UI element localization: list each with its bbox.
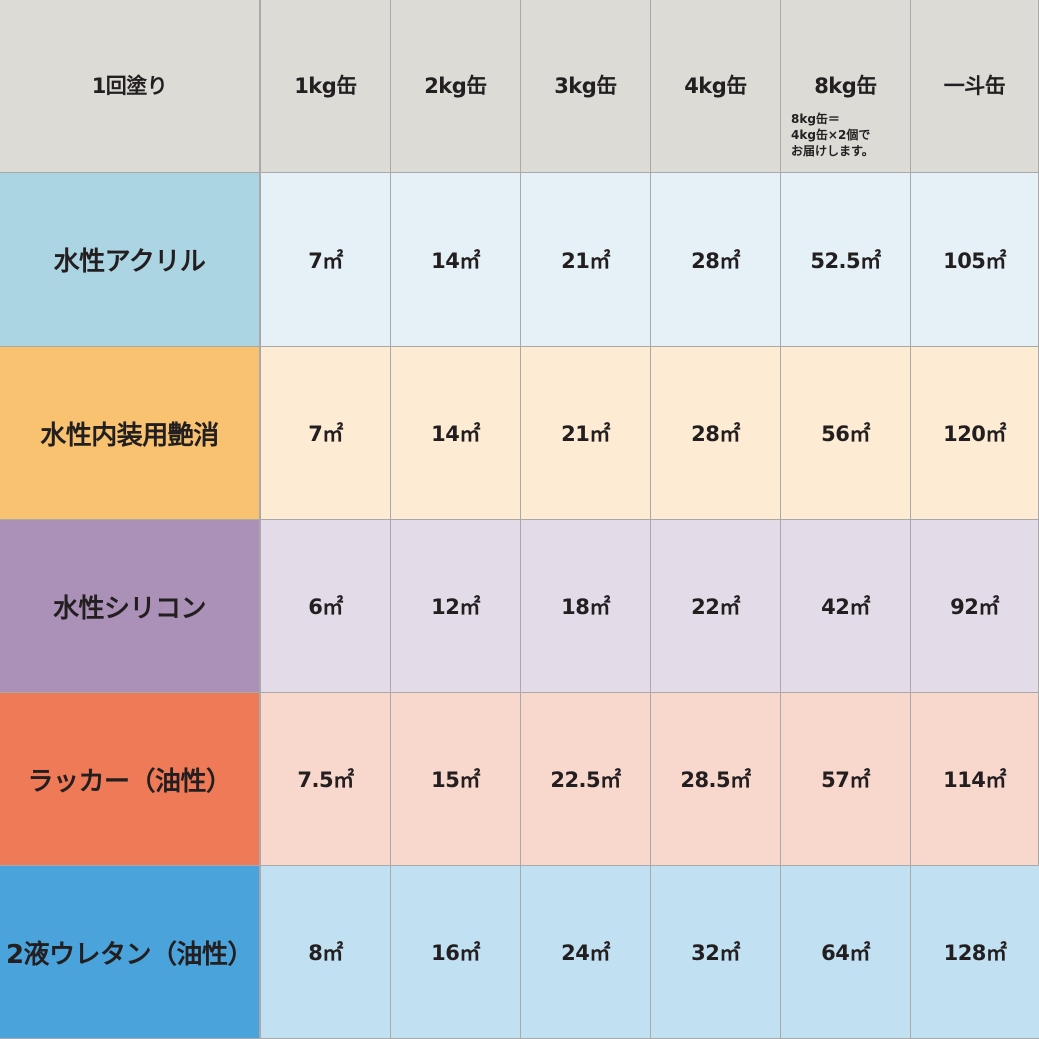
header-corner: 1回塗り bbox=[0, 0, 261, 173]
coverage-cell: 92㎡ bbox=[911, 520, 1039, 693]
coverage-cell: 22㎡ bbox=[651, 520, 781, 693]
coverage-cell: 12㎡ bbox=[391, 520, 521, 693]
header-1kg: 1kg缶 bbox=[261, 0, 391, 173]
coverage-cell: 24㎡ bbox=[521, 866, 651, 1039]
coverage-cell: 28㎡ bbox=[651, 173, 781, 347]
header-3kg: 3kg缶 bbox=[521, 0, 651, 173]
coverage-cell: 7㎡ bbox=[261, 173, 391, 347]
coverage-cell: 105㎡ bbox=[911, 173, 1039, 347]
column-header: 3kg缶 bbox=[554, 74, 617, 98]
row-label: 水性シリコン bbox=[0, 520, 261, 693]
column-header: 1kg缶 bbox=[294, 74, 357, 98]
corner-label: 1回塗り bbox=[91, 74, 168, 98]
header-itto: 一斗缶 bbox=[911, 0, 1039, 173]
row-label: ラッカー（油性） bbox=[0, 693, 261, 866]
coverage-cell: 14㎡ bbox=[391, 347, 521, 520]
coverage-cell: 16㎡ bbox=[391, 866, 521, 1039]
coverage-cell: 7.5㎡ bbox=[261, 693, 391, 866]
coverage-cell: 32㎡ bbox=[651, 866, 781, 1039]
coverage-cell: 128㎡ bbox=[911, 866, 1039, 1039]
row-label: 水性内装用艶消 bbox=[0, 347, 261, 520]
note-line: 8kg缶＝ bbox=[791, 112, 840, 126]
coverage-cell: 52.5㎡ bbox=[781, 173, 911, 347]
row-label: 水性アクリル bbox=[0, 173, 261, 347]
coverage-cell: 18㎡ bbox=[521, 520, 651, 693]
coverage-cell: 21㎡ bbox=[521, 173, 651, 347]
column-header: 一斗缶 bbox=[943, 74, 1006, 98]
coverage-cell: 57㎡ bbox=[781, 693, 911, 866]
coverage-cell: 6㎡ bbox=[261, 520, 391, 693]
column-header: 2kg缶 bbox=[424, 74, 487, 98]
row-label: 2液ウレタン（油性） bbox=[0, 866, 261, 1039]
note-line: お届けします。 bbox=[791, 144, 874, 158]
column-header: 4kg缶 bbox=[684, 74, 747, 98]
coverage-cell: 64㎡ bbox=[781, 866, 911, 1039]
coverage-cell: 15㎡ bbox=[391, 693, 521, 866]
coverage-cell: 28㎡ bbox=[651, 347, 781, 520]
8kg-note: 8kg缶＝ 4kg缶×2個で お届けします。 bbox=[791, 111, 874, 159]
column-header: 8kg缶 bbox=[814, 74, 877, 98]
coverage-cell: 8㎡ bbox=[261, 866, 391, 1039]
header-4kg: 4kg缶 bbox=[651, 0, 781, 173]
coverage-cell: 120㎡ bbox=[911, 347, 1039, 520]
note-line: 4kg缶×2個で bbox=[791, 128, 871, 142]
coverage-cell: 114㎡ bbox=[911, 693, 1039, 866]
coverage-cell: 28.5㎡ bbox=[651, 693, 781, 866]
coverage-cell: 21㎡ bbox=[521, 347, 651, 520]
coverage-cell: 56㎡ bbox=[781, 347, 911, 520]
header-2kg: 2kg缶 bbox=[391, 0, 521, 173]
coverage-cell: 7㎡ bbox=[261, 347, 391, 520]
coverage-cell: 42㎡ bbox=[781, 520, 911, 693]
header-8kg: 8kg缶 8kg缶＝ 4kg缶×2個で お届けします。 bbox=[781, 0, 911, 173]
coverage-cell: 14㎡ bbox=[391, 173, 521, 347]
coverage-cell: 22.5㎡ bbox=[521, 693, 651, 866]
